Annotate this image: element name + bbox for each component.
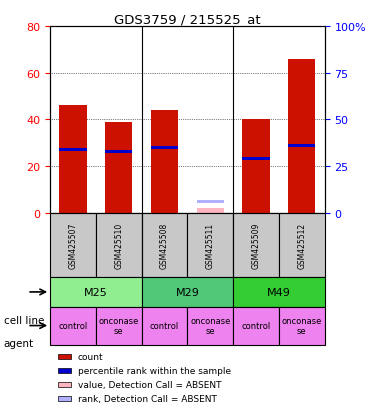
Text: control: control [242,321,270,330]
Bar [142,278,233,307]
Bar [233,278,325,307]
Text: rank, Detection Call = ABSENT: rank, Detection Call = ABSENT [78,394,216,403]
Text: GSM425507: GSM425507 [69,223,78,269]
Text: control: control [58,321,88,330]
Bar [187,214,233,278]
Bar [242,158,270,161]
Bar [151,147,178,150]
Text: GSM425512: GSM425512 [297,223,306,268]
Text: percentile rank within the sample: percentile rank within the sample [78,366,231,375]
Text: M29: M29 [175,287,199,297]
Text: GSM425509: GSM425509 [252,223,260,269]
Bar [142,214,187,278]
Text: GSM425508: GSM425508 [160,223,169,268]
Text: GSM425510: GSM425510 [114,223,123,268]
Bar [288,145,315,148]
Bar [59,106,87,214]
Text: onconase
se: onconase se [99,316,139,335]
Text: value, Detection Call = ABSENT: value, Detection Call = ABSENT [78,380,221,389]
Bar [50,307,96,345]
Text: M25: M25 [84,287,108,297]
Bar [279,307,325,345]
Bar [197,201,224,204]
Text: onconase
se: onconase se [190,316,230,335]
Bar [142,307,187,345]
Text: onconase
se: onconase se [282,316,322,335]
Text: M49: M49 [267,287,291,297]
Bar [105,123,132,214]
Bar [187,307,233,345]
Bar [96,214,142,278]
Text: GSM425511: GSM425511 [206,223,215,268]
Bar [50,214,96,278]
Bar [242,120,270,214]
Bar [151,111,178,214]
Bar [58,382,72,387]
Bar [58,354,72,359]
Bar [288,59,315,214]
Text: count: count [78,352,103,361]
Text: cell line: cell line [4,315,44,325]
Bar [279,214,325,278]
Bar [59,149,87,152]
Bar [197,209,224,214]
Bar [58,396,72,401]
Bar [58,368,72,373]
Bar [233,307,279,345]
Bar [233,214,279,278]
Bar [50,278,142,307]
Bar [96,307,142,345]
Title: GDS3759 / 215525_at: GDS3759 / 215525_at [114,13,261,26]
Text: agent: agent [4,339,34,349]
Bar [105,150,132,153]
Text: control: control [150,321,179,330]
